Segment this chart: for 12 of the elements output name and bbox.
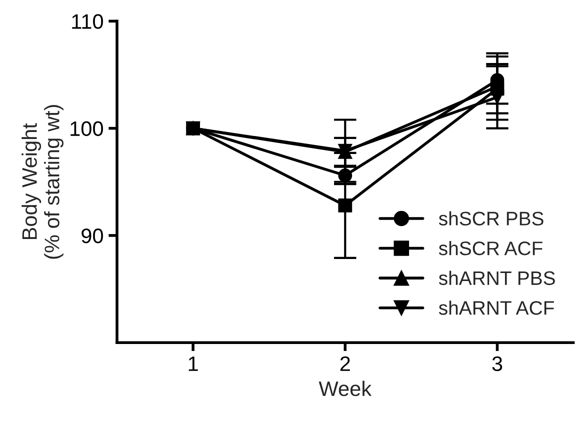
legend-label: shARNT PBS bbox=[438, 270, 555, 286]
y-tick-label: 90 bbox=[82, 228, 103, 244]
x-tick-label: 2 bbox=[340, 356, 350, 371]
legend-label: shARNT ACF bbox=[438, 300, 554, 315]
x-axis-title: Week bbox=[318, 380, 372, 396]
y-axis-title: Body Weight (% of starting wt) bbox=[22, 105, 64, 259]
y-tick-label: 100 bbox=[70, 121, 103, 136]
legend-label: shSCR PBS bbox=[438, 211, 544, 226]
x-tick-label: 1 bbox=[188, 356, 198, 371]
x-tick-label: 3 bbox=[492, 356, 502, 372]
legend-label: shSCR ACF bbox=[438, 240, 542, 256]
y-tick-label: 110 bbox=[72, 14, 103, 29]
